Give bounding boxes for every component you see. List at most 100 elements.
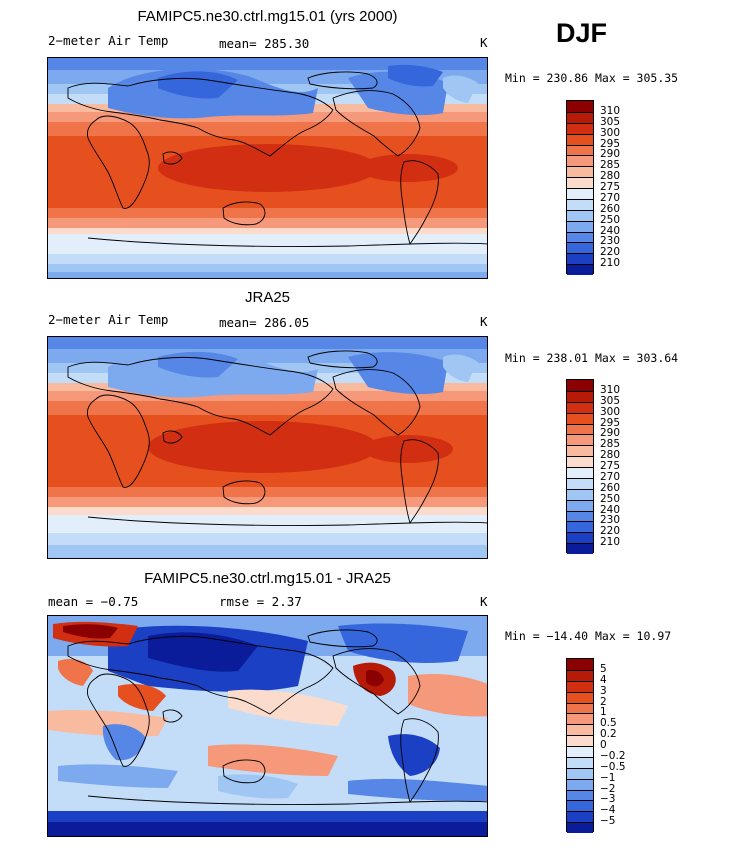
colorbar-swatch (567, 242, 593, 254)
colorbar-swatch (567, 231, 593, 243)
colorbar-tick-label: 280 (600, 170, 621, 183)
colorbar-tick-label: 220 (600, 525, 621, 538)
colorbar-swatch (567, 209, 593, 221)
colorbar-swatch (567, 767, 593, 779)
panel-1-units-label: K (480, 35, 488, 50)
panel-2-title: JRA25 (244, 289, 291, 306)
colorbar-swatch (567, 778, 593, 790)
colorbar-tick-label: 290 (600, 427, 621, 440)
colorbar-swatch (567, 220, 593, 232)
colorbar-tick-label: 310 (600, 104, 621, 117)
colorbar-swatch (567, 680, 593, 692)
panel-1-colorbar (566, 100, 594, 275)
colorbar-swatch (567, 264, 593, 275)
colorbar-swatch (567, 499, 593, 511)
colorbar-swatch (567, 488, 593, 500)
panel-1-title: FAMIPC5.ne30.ctrl.mg15.01 (yrs 2000) (137, 8, 398, 25)
colorbar-tick-label: 290 (600, 148, 621, 161)
colorbar-swatch (567, 434, 593, 446)
panel-1-variable-label: 2−meter Air Temp (48, 33, 169, 48)
colorbar-swatch (567, 253, 593, 265)
colorbar-swatch (567, 713, 593, 725)
colorbar-tick-label: 310 (600, 383, 621, 396)
colorbar-tick-label: 280 (600, 449, 621, 462)
colorbar-tick-label: 0 (600, 739, 607, 752)
colorbar-tick-label: 250 (600, 492, 621, 505)
colorbar-tick-label: 270 (600, 191, 621, 204)
panel-3-mean-label: mean = −0.75 (48, 594, 139, 609)
panel-2-units-label: K (480, 314, 488, 329)
colorbar-swatch (567, 746, 593, 757)
colorbar-swatch (567, 423, 593, 435)
colorbar-swatch (567, 659, 593, 670)
panel-3-colorbar (566, 658, 594, 833)
panel-3-min-max: Min = −14.40 Max = 10.97 (505, 629, 672, 643)
colorbar-tick-label: 5 (600, 662, 607, 675)
colorbar-tick-label: −3 (600, 793, 616, 806)
panel-3-map (47, 615, 488, 837)
colorbar-swatch (567, 735, 593, 746)
colorbar-swatch (567, 177, 593, 188)
colorbar-swatch (567, 188, 593, 199)
colorbar-tick-label: 210 (600, 536, 621, 549)
colorbar-tick-label: 240 (600, 503, 621, 516)
colorbar-swatch (567, 122, 593, 134)
colorbar-tick-label: −0.2 (600, 749, 626, 762)
panel-2-map (47, 336, 488, 559)
colorbar-tick-label: −2 (600, 782, 616, 795)
panel-2-min-max: Min = 238.01 Max = 303.64 (505, 351, 679, 365)
colorbar-tick-label: 305 (600, 394, 621, 407)
colorbar-tick-label: 285 (600, 159, 621, 172)
colorbar-tick-label: 300 (600, 126, 621, 139)
panel-2-variable-label: 2−meter Air Temp (48, 312, 169, 327)
panel-3-units-label: K (480, 594, 488, 609)
colorbar-swatch (567, 822, 593, 833)
colorbar-swatch (567, 477, 593, 489)
colorbar-swatch (567, 702, 593, 714)
colorbar-swatch (567, 467, 593, 478)
colorbar-swatch (567, 510, 593, 522)
colorbar-swatch (567, 532, 593, 544)
season-label: DJF (556, 18, 608, 48)
colorbar-swatch (567, 789, 593, 801)
colorbar-tick-label: 2 (600, 695, 607, 708)
colorbar-swatch (567, 521, 593, 533)
colorbar-tick-label: 305 (600, 115, 621, 128)
colorbar-swatch (567, 111, 593, 123)
colorbar-tick-label: 0.2 (600, 728, 617, 741)
colorbar-swatch (567, 724, 593, 736)
colorbar-swatch (567, 800, 593, 812)
colorbar-swatch (567, 401, 593, 413)
panel-3-rmse-label: rmse = 2.37 (219, 594, 302, 609)
panel-2-colorbar (566, 379, 594, 554)
panel-3-title: FAMIPC5.ne30.ctrl.mg15.01 - JRA25 (144, 570, 391, 587)
colorbar-tick-label: 230 (600, 514, 621, 527)
colorbar-swatch (567, 198, 593, 210)
colorbar-tick-label: 285 (600, 438, 621, 451)
colorbar-tick-label: 210 (600, 257, 621, 270)
colorbar-tick-label: 295 (600, 137, 621, 150)
panel-1-min-max: Min = 230.86 Max = 305.35 (505, 71, 679, 85)
colorbar-tick-label: −5 (600, 815, 616, 828)
colorbar-tick-label: 275 (600, 181, 621, 194)
colorbar-swatch (567, 543, 593, 554)
colorbar-tick-label: 220 (600, 246, 621, 259)
colorbar-swatch (567, 155, 593, 167)
colorbar-swatch (567, 133, 593, 145)
colorbar-tick-label: 275 (600, 460, 621, 473)
colorbar-tick-label: 260 (600, 202, 621, 215)
colorbar-tick-label: 1 (600, 706, 607, 719)
colorbar-tick-label: −4 (600, 804, 616, 817)
panel-3-map-svg (48, 616, 487, 836)
panel-1-mean-label: mean= 285.30 (219, 36, 310, 51)
colorbar-swatch (567, 144, 593, 156)
panel-2-mean-label: mean= 286.05 (219, 315, 310, 330)
colorbar-swatch (567, 456, 593, 467)
colorbar-tick-label: −0.5 (600, 760, 626, 773)
colorbar-tick-label: 250 (600, 213, 621, 226)
colorbar-tick-label: 295 (600, 416, 621, 429)
colorbar-swatch (567, 380, 593, 391)
panel-2-map-svg (48, 337, 487, 558)
colorbar-swatch (567, 101, 593, 112)
colorbar-swatch (567, 811, 593, 823)
